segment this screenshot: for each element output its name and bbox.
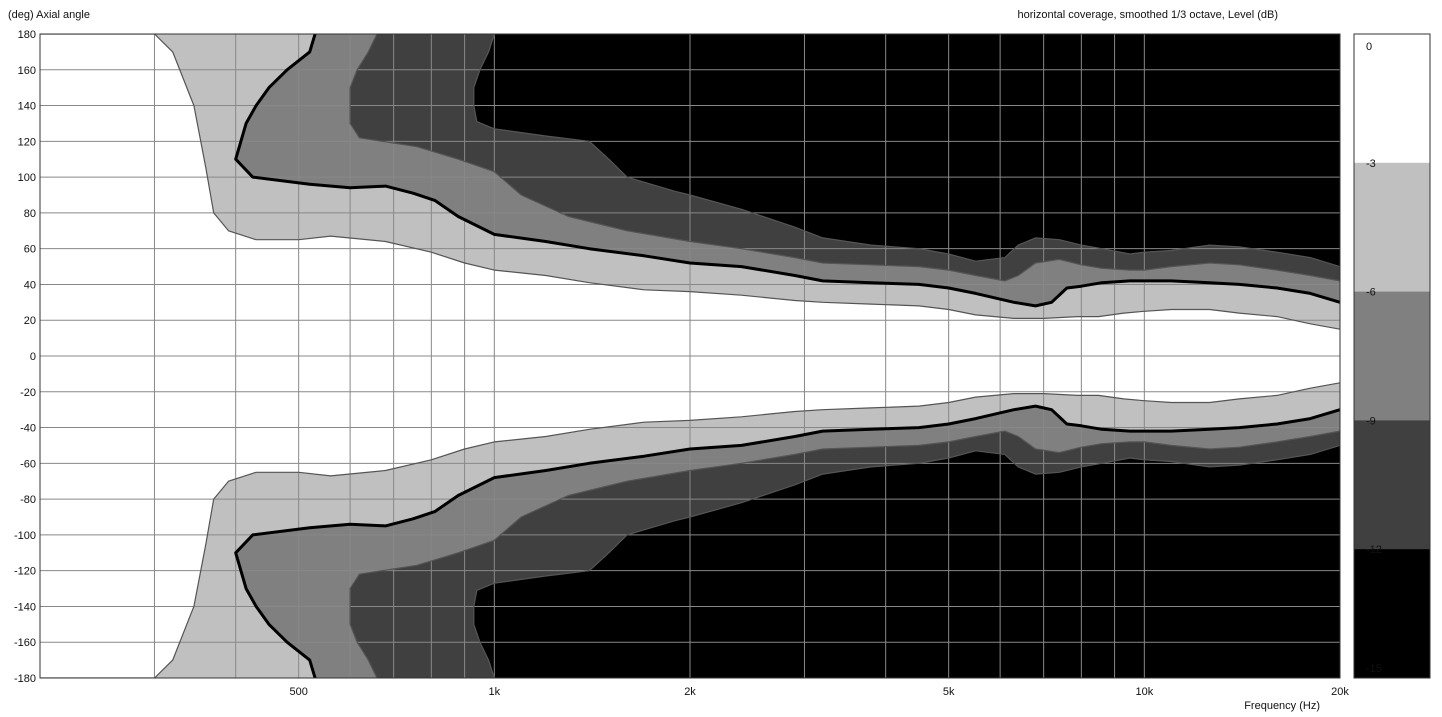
y-tick-label: 60 (24, 244, 36, 256)
y-tick-label: -80 (20, 494, 36, 506)
contour-line-6db-upper (234, 34, 1340, 308)
y-tick-label: 180 (18, 29, 36, 41)
y-tick-label: -180 (14, 673, 36, 685)
x-tick-label: 5k (943, 686, 955, 698)
y-tick-label: 100 (18, 172, 36, 184)
colorbar-frame (1353, 33, 1431, 679)
colorbar-label: -12 (1366, 544, 1382, 556)
y-tick-label: -120 (14, 566, 36, 578)
y-tick-label: 80 (24, 208, 36, 220)
colorbar-label: -6 (1366, 287, 1376, 299)
y-tick-label: 140 (18, 101, 36, 113)
y-tick-label: 160 (18, 65, 36, 77)
x-tick-label: 20k (1331, 686, 1349, 698)
chart-title: horizontal coverage, smoothed 1/3 octave… (1018, 9, 1278, 21)
colorbar-label: 0 (1366, 41, 1372, 53)
contour-lines (40, 34, 1340, 678)
y-tick-label: -60 (20, 458, 36, 470)
x-tick-label: 500 (289, 686, 307, 698)
y-tick-label: -100 (14, 530, 36, 542)
contour-line-12db-lower (473, 444, 1340, 678)
y-tick-label: 0 (30, 351, 36, 363)
x-tick-labels: 500 1k 2k 5k 10k 20k (289, 686, 1349, 698)
colorbar: 0 -3 -6 -9 -12 -15 (1353, 33, 1431, 679)
colorbar-label: -15 (1366, 663, 1382, 675)
y-tick-label: -140 (14, 601, 36, 613)
y-tick-label: 20 (24, 315, 36, 327)
colorbar-swatch (1354, 162, 1430, 293)
colorbar-label: -9 (1366, 415, 1376, 427)
colorbar-swatch (1354, 420, 1430, 550)
plot-frame (39, 33, 1341, 679)
contour-line-3db-upper (40, 34, 1340, 330)
x-tick-label: 1k (489, 686, 501, 698)
y-tick-label: 120 (18, 136, 36, 148)
y-tick-labels: 180 160 140 120 100 80 60 40 20 0 -20 -40 -60 -80 -100… (14, 29, 36, 685)
colorbar-swatch (1354, 549, 1430, 679)
y-tick-label: 40 (24, 279, 36, 291)
contour-line-9db-lower (349, 430, 1340, 678)
x-tick-label: 10k (1135, 686, 1153, 698)
contour-line-9db-upper (349, 34, 1340, 282)
contour-line-3db-lower (40, 382, 1340, 678)
y-tick-label: -40 (20, 423, 36, 435)
x-axis-label: Frequency (Hz) (1244, 700, 1320, 712)
colorbar-swatch (1354, 34, 1430, 164)
y-tick-label: -160 (14, 637, 36, 649)
colorbar-swatch (1354, 291, 1430, 421)
x-tick-label: 2k (684, 686, 696, 698)
plot-area (40, 34, 1340, 678)
contour-line-6db-lower (234, 404, 1340, 678)
y-tick-label: -20 (20, 387, 36, 399)
colorbar-label: -3 (1366, 158, 1376, 170)
y-axis-label: (deg) Axial angle (8, 9, 90, 21)
contour-line-12db-upper (473, 34, 1340, 268)
